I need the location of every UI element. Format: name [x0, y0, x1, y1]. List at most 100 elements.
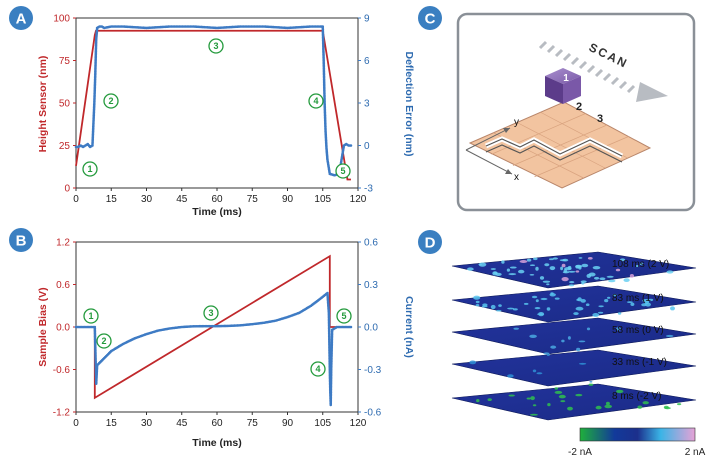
map-current-spot — [604, 299, 609, 303]
panel-a-y-axis-label: Height Sensor (nm) — [37, 56, 49, 153]
map-current-spot — [550, 345, 557, 349]
panel-a-y2-tick-label: -3 — [364, 184, 373, 195]
map-current-spot — [644, 300, 649, 305]
map-surface — [451, 349, 697, 387]
map-current-spot — [536, 372, 543, 375]
map-current-spot — [588, 272, 596, 277]
map-current-spot — [539, 276, 545, 280]
map-current-spot — [575, 306, 584, 311]
map-current-spot — [575, 393, 583, 397]
map-current-spot — [568, 284, 575, 287]
map-current-spot — [592, 266, 601, 270]
map-current-spot — [492, 271, 498, 276]
map-current-spot — [648, 298, 654, 302]
map-current-spot — [615, 327, 621, 331]
map-current-spot — [475, 304, 480, 307]
panel-a-x-tick-label: 15 — [106, 194, 118, 205]
map-current-spot — [595, 405, 602, 410]
panel-b-y-tick-label: 0.6 — [56, 280, 70, 291]
axis-y-label: y — [514, 117, 519, 128]
panel-b-y-axis-label: Sample Bias (V) — [37, 287, 49, 366]
map-current-spot — [575, 270, 580, 273]
panel-b-letter: B — [16, 233, 27, 250]
map-current-spot — [540, 297, 548, 301]
map-current-spot — [508, 394, 515, 397]
map-current-spot — [533, 257, 538, 261]
panel-b-y2-axis-label: Current (nA) — [403, 296, 415, 358]
map-surface — [451, 383, 697, 421]
panel-a-annotation-label: 5 — [340, 166, 345, 176]
map-layer-label: 33 ms (-1 V) — [612, 357, 667, 368]
path-label-3: 3 — [597, 113, 603, 125]
panel-b-y2-tick-label: 0.3 — [364, 280, 378, 291]
map-current-spot — [507, 374, 514, 378]
map-current-spot — [508, 273, 517, 276]
map-current-spot — [506, 268, 510, 272]
map-current-spot — [558, 394, 566, 399]
axis-x-label: x — [514, 172, 519, 183]
map-current-spot — [567, 406, 573, 411]
map-current-spot — [530, 396, 535, 401]
map-surface — [451, 285, 697, 323]
panel-b-annotation-5 — [336, 308, 352, 324]
map-current-spot — [579, 362, 587, 365]
map-layer-label: 8 ms (-2 V) — [612, 391, 661, 402]
map-current-spot — [612, 294, 617, 297]
map-current-spot — [554, 390, 563, 394]
panel-b-x-tick-label: 30 — [141, 418, 153, 429]
map-current-spot — [594, 276, 600, 280]
map-layer-label: 58 ms (0 V) — [612, 325, 664, 336]
map-current-spot — [598, 311, 604, 314]
map-current-spot — [578, 340, 586, 343]
panel-a-badge — [9, 6, 33, 30]
map-current-spot — [529, 413, 538, 416]
map-current-spot — [518, 269, 525, 274]
map-current-spot — [607, 296, 611, 299]
panel-b-x-axis-label: Time (ms) — [192, 437, 241, 449]
map-current-spot — [478, 263, 482, 266]
map-current-spot — [604, 404, 612, 409]
map-current-spot — [546, 283, 550, 286]
map-current-spot — [529, 274, 535, 276]
panel-a-y-tick-label: 75 — [59, 56, 71, 67]
panel-b-annotation-3 — [203, 305, 219, 321]
map-current-spot — [581, 263, 589, 268]
panel-a-annotation-1 — [82, 161, 98, 177]
panel-a-series-left-line — [75, 29, 351, 181]
map-current-spot — [559, 259, 567, 262]
panel-b-y-tick-label: 1.2 — [56, 238, 70, 249]
panel-a-letter: A — [16, 11, 27, 28]
panel-a-x-tick-label: 45 — [176, 194, 188, 205]
panel-b-x-tick-label: 45 — [176, 418, 188, 429]
panel-a-y-tick-label: 25 — [59, 141, 71, 152]
map-current-spot — [531, 295, 538, 299]
map-current-spot — [467, 267, 474, 271]
panel-a-annotation-3 — [208, 38, 224, 54]
map-current-spot — [546, 354, 550, 356]
map-current-spot — [576, 347, 581, 352]
panel-b-annotation-label: 4 — [315, 364, 320, 374]
map-current-spot — [546, 307, 551, 311]
panel-a-y2-tick-label: 3 — [364, 99, 370, 110]
map-current-spot — [552, 257, 558, 260]
map-current-spot — [599, 277, 606, 281]
probe-tip: 1 — [545, 68, 581, 104]
map-current-spot — [567, 270, 576, 273]
path-label-2: 2 — [576, 101, 582, 113]
map-current-spot — [482, 303, 488, 307]
colorbar: -2 nA 2 nA — [568, 427, 706, 458]
map-current-spot — [567, 336, 571, 340]
map-current-spot — [663, 405, 669, 409]
panel-a-annotation-5 — [335, 163, 351, 179]
panel-a-x-tick-label: 30 — [141, 194, 153, 205]
panel-a-y-tick-label: 0 — [64, 184, 70, 195]
map-current-spot — [560, 266, 564, 271]
panel-b-chart: B 0 15 30 45 60 75 90 105 120-1.2-0.60.00.61.2-0… — [9, 228, 415, 449]
panel-a-annotation-label: 3 — [213, 41, 218, 51]
map-current-spot — [469, 360, 477, 365]
panel-d-current-maps: D 108 ms (2 V) 83 ms (1 V) 58 ms (0 V) 33 m… — [418, 230, 706, 458]
panel-d-badge — [418, 230, 442, 254]
map-current-spot — [561, 277, 569, 282]
